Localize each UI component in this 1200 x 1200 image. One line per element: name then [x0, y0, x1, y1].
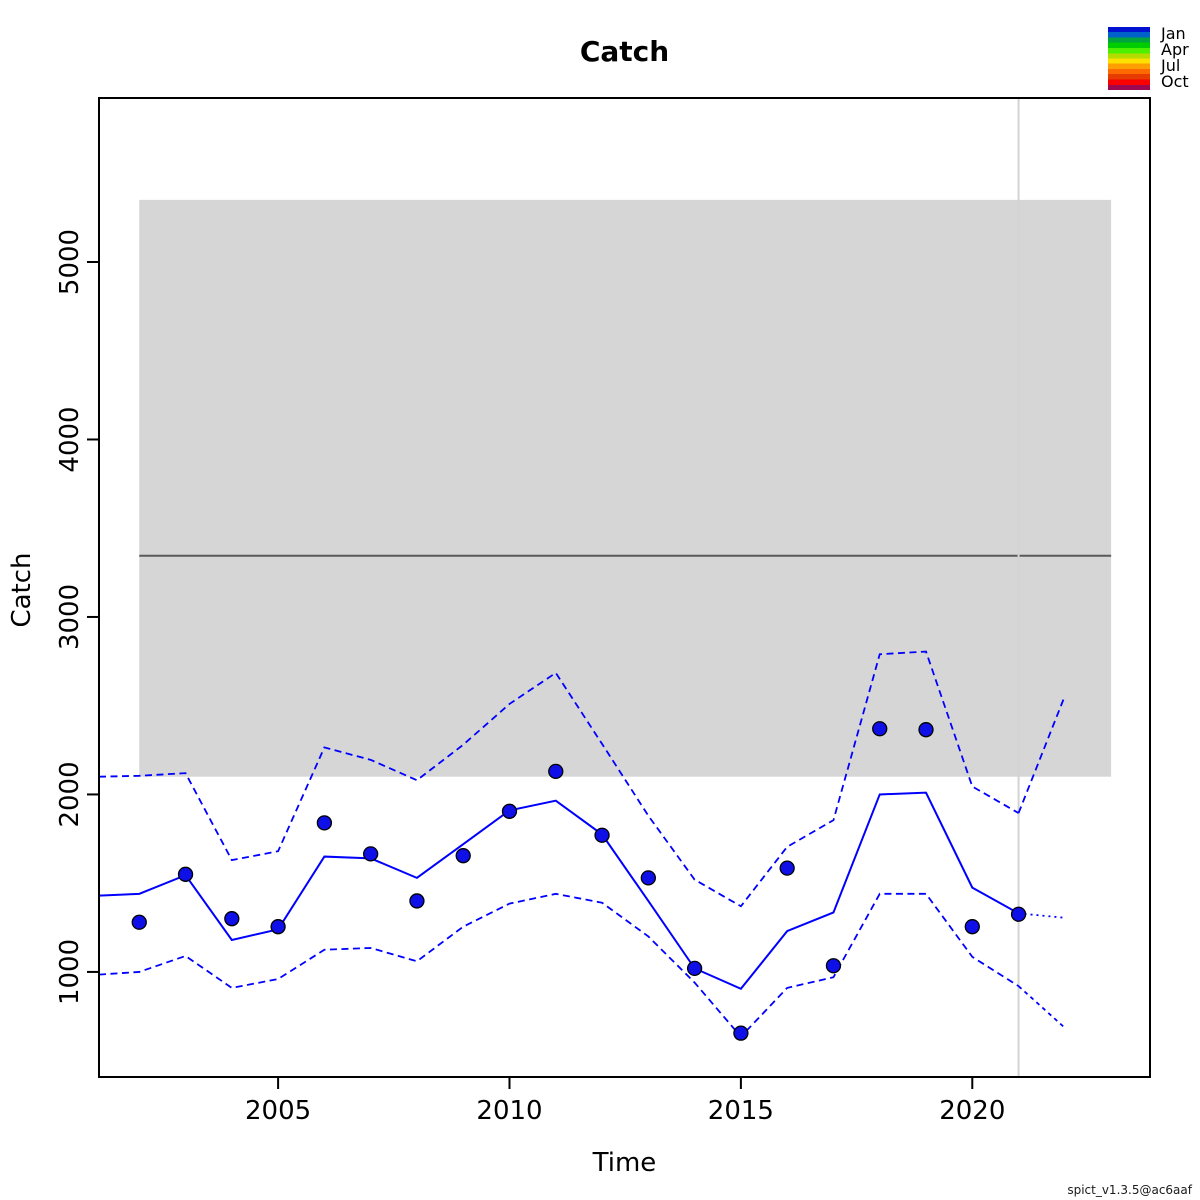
chart-title: Catch	[579, 35, 670, 68]
observation-point	[594, 827, 610, 843]
version-watermark: spict_v1.3.5@ac6aaf	[1067, 1183, 1192, 1197]
observation-point	[1010, 906, 1027, 922]
x-axis-label: Time	[592, 1148, 657, 1178]
msy-interval-band	[139, 199, 1112, 777]
observation-point	[640, 870, 656, 886]
observation-point	[455, 848, 471, 864]
observation-point	[733, 1025, 749, 1041]
y-tick-label: 3000	[55, 584, 85, 650]
observation-point	[224, 911, 240, 927]
observation-point	[825, 958, 842, 974]
x-tick-label: 2005	[245, 1096, 311, 1126]
prediction-estimate-line	[1018, 912, 1065, 919]
lower-ci-line	[98, 892, 1020, 1039]
observation-point	[779, 860, 795, 876]
legend-label-jan: Jan	[1161, 24, 1186, 43]
observation-point	[363, 846, 379, 862]
observation-point	[409, 893, 425, 909]
season-colorbar-legend	[1108, 27, 1150, 90]
prediction-upper-line	[1017, 695, 1066, 814]
y-tick-label: 4000	[55, 406, 85, 472]
observation-point	[918, 722, 934, 738]
observation-point	[501, 803, 518, 819]
observation-point	[316, 815, 333, 831]
y-tick-label: 1000	[55, 939, 85, 1005]
x-tick-label: 2020	[939, 1096, 1005, 1126]
observation-point	[548, 763, 564, 780]
observation-point	[131, 914, 147, 930]
observation-point	[686, 960, 703, 977]
observation-point	[177, 866, 194, 882]
x-tick-label: 2010	[476, 1096, 542, 1126]
observation-point	[964, 919, 980, 935]
legend-label-apr: Apr	[1161, 40, 1189, 59]
prediction-lower-line	[1017, 985, 1066, 1029]
x-tick-label: 2015	[708, 1096, 774, 1126]
observation-point	[872, 721, 888, 737]
legend-label-jul: Jul	[1161, 56, 1181, 75]
legend-label-oct: Oct	[1161, 72, 1189, 91]
upper-ci-line	[98, 650, 1020, 908]
y-axis-label: Catch	[7, 552, 37, 628]
y-tick-label: 5000	[55, 229, 85, 295]
plot-border	[98, 97, 1151, 1078]
y-tick-label: 2000	[55, 761, 85, 827]
catch-estimate-line	[98, 791, 1020, 991]
observation-point	[270, 919, 286, 935]
